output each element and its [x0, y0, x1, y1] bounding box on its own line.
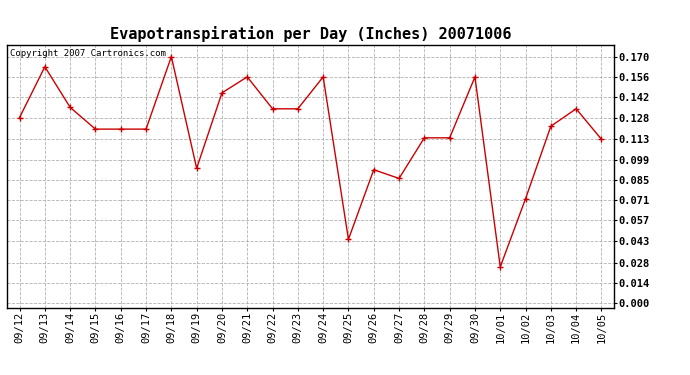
Text: Copyright 2007 Cartronics.com: Copyright 2007 Cartronics.com — [10, 49, 166, 58]
Title: Evapotranspiration per Day (Inches) 20071006: Evapotranspiration per Day (Inches) 2007… — [110, 27, 511, 42]
